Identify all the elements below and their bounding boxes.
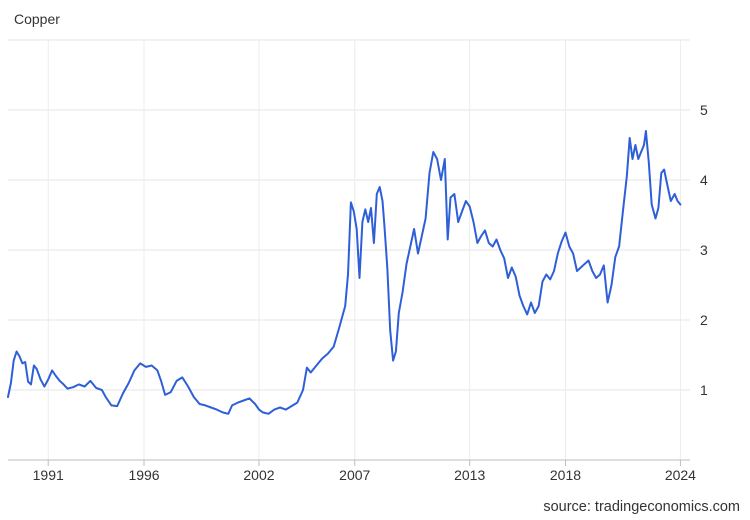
y-tick-label: 2 (700, 312, 708, 328)
x-tick-label: 2018 (550, 467, 581, 483)
y-tick-label: 3 (700, 242, 708, 258)
x-tick-label: 2002 (243, 467, 274, 483)
chart-title: Copper (14, 11, 60, 27)
y-tick-label: 1 (700, 382, 708, 398)
x-tick-label: 1991 (33, 467, 64, 483)
y-tick-label: 5 (700, 102, 708, 118)
source-credit: source: tradingeconomics.com (543, 499, 740, 515)
y-tick-label: 4 (700, 172, 708, 188)
series-line (7, 130, 682, 415)
x-tick-label: 1996 (128, 467, 159, 483)
x-tick-label: 2024 (665, 467, 696, 483)
x-tick-label: 2013 (454, 467, 485, 483)
x-tick-label: 2007 (339, 467, 370, 483)
